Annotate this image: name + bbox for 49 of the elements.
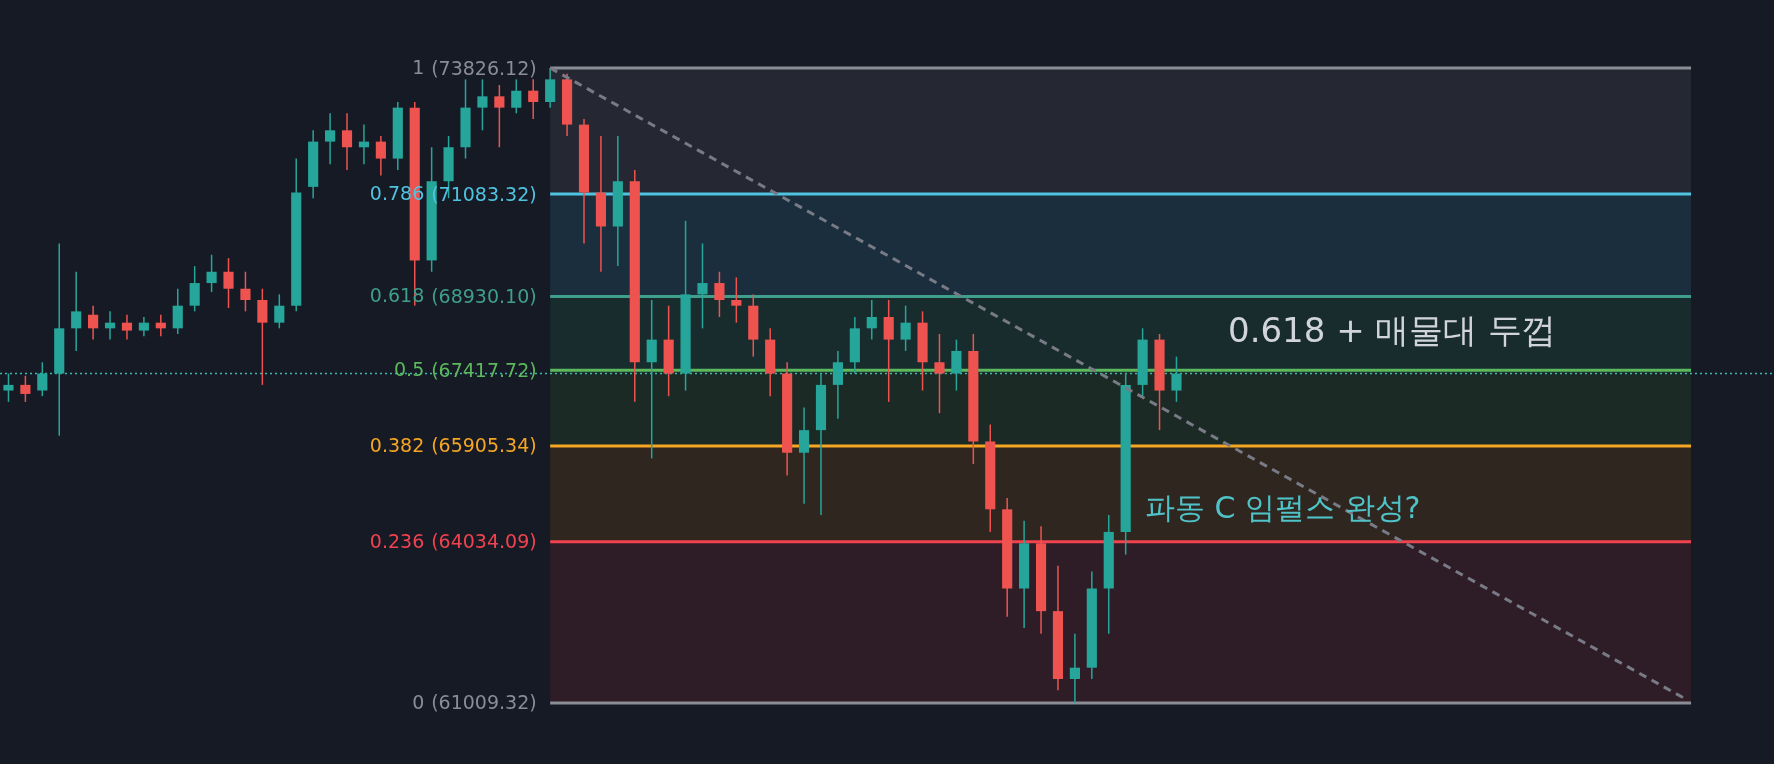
line-series — [548, 66, 1686, 700]
candlestick — [274, 293, 285, 330]
candlestick — [731, 276, 742, 324]
candlestick — [528, 78, 539, 120]
candlestick — [3, 372, 14, 403]
candlestick — [341, 112, 353, 171]
annotation: 0.382 — [369, 433, 425, 456]
annotation: 파동 C 임펄스 완성? — [1145, 490, 1421, 525]
y-tick-label: (65905.34) — [431, 434, 537, 457]
candlestick — [798, 406, 810, 505]
candlestick — [883, 299, 894, 403]
y-tick-label: (61009.32) — [431, 691, 537, 714]
y-tick-label: (64034.09) — [431, 530, 537, 553]
candlestick — [20, 375, 31, 403]
y-tick-label: (68930.10) — [431, 284, 537, 307]
candlestick — [375, 135, 386, 177]
y-tick-label: (73826.12) — [431, 56, 537, 79]
candlestick — [866, 299, 877, 341]
candlestick — [477, 78, 488, 132]
candlestick — [37, 361, 48, 397]
candlestick — [172, 287, 183, 335]
candlestick — [646, 299, 657, 460]
candlestick — [900, 304, 911, 352]
annotation: 0.618 + 매물대 두껍 — [1228, 310, 1557, 350]
candlestick — [257, 287, 268, 386]
candlestick — [325, 112, 336, 165]
candlestick — [1069, 632, 1080, 704]
candlestick — [832, 350, 843, 420]
annotation: 0.236 — [369, 529, 425, 552]
annotation: 0.5 — [394, 358, 425, 381]
candlestick — [71, 271, 82, 352]
candlestick — [1171, 355, 1182, 403]
candlestick — [138, 316, 149, 337]
candlestick — [951, 338, 962, 392]
candlestick — [545, 67, 556, 109]
candlestick — [697, 242, 708, 330]
candlestick — [511, 78, 522, 115]
candlestick — [240, 271, 251, 313]
candlestick — [494, 84, 505, 149]
annotation: 1 — [412, 56, 425, 79]
candlestick — [223, 257, 234, 309]
candlestick — [189, 265, 200, 313]
candlestick — [206, 253, 217, 293]
candlestick — [121, 314, 133, 341]
candlestick — [88, 304, 99, 341]
annotation: 0 — [412, 690, 425, 713]
candlestick — [934, 333, 945, 414]
y-tick-label: (67417.72) — [431, 358, 537, 381]
candlestick — [714, 271, 725, 318]
